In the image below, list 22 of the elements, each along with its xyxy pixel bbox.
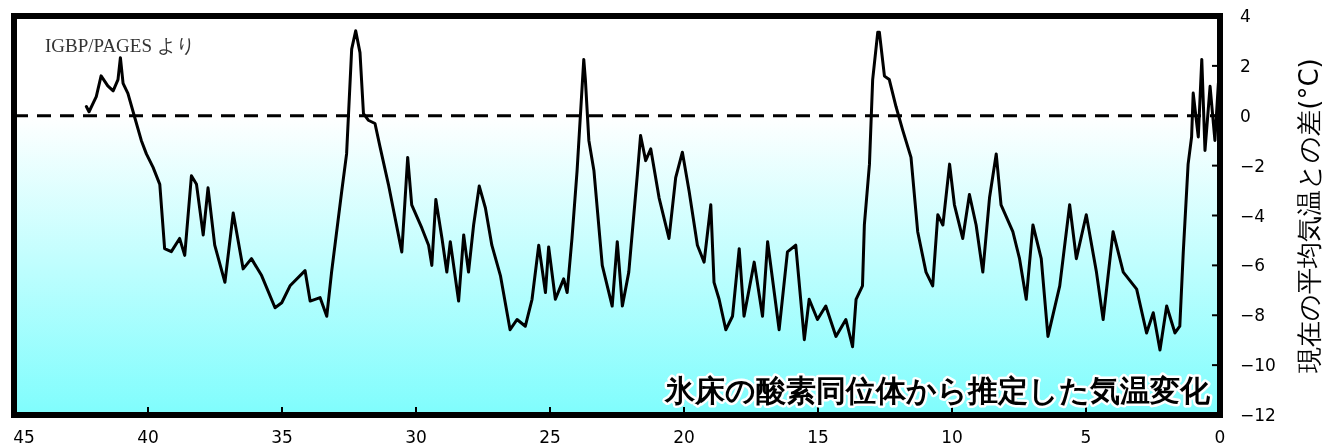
y-tick-label: 2	[1240, 55, 1251, 76]
y-tick-label: −10	[1240, 355, 1276, 376]
x-tick-label: 40	[137, 427, 159, 446]
y-tick-label: −6	[1240, 255, 1266, 276]
y-tick-label: −12	[1240, 405, 1276, 425]
x-tick-label: 0	[1214, 427, 1226, 446]
y-tick-label: −8	[1240, 305, 1266, 326]
annotation: IGBP/PAGES より	[45, 35, 195, 56]
y-tick-label: 0	[1240, 105, 1251, 126]
y-tick-label: −4	[1240, 205, 1266, 226]
x-tick-label: 30	[405, 427, 427, 446]
y-tick-label: 4	[1240, 6, 1251, 26]
x-tick-label: 45	[13, 427, 35, 446]
x-tick-label: 10	[941, 427, 963, 446]
y-axis-title: 現在の平均気温との差(°C)	[1294, 58, 1324, 373]
x-tick-label: 20	[673, 427, 695, 446]
x-tick-label: 5	[1080, 427, 1092, 446]
x-tick-label: 25	[539, 427, 561, 446]
y-tick-label: −2	[1240, 155, 1266, 176]
x-tick-label: 15	[807, 427, 829, 446]
text: 氷床の酸素同位体から推定した気温変化	[664, 373, 1211, 408]
x-tick-label: 35	[271, 427, 293, 446]
